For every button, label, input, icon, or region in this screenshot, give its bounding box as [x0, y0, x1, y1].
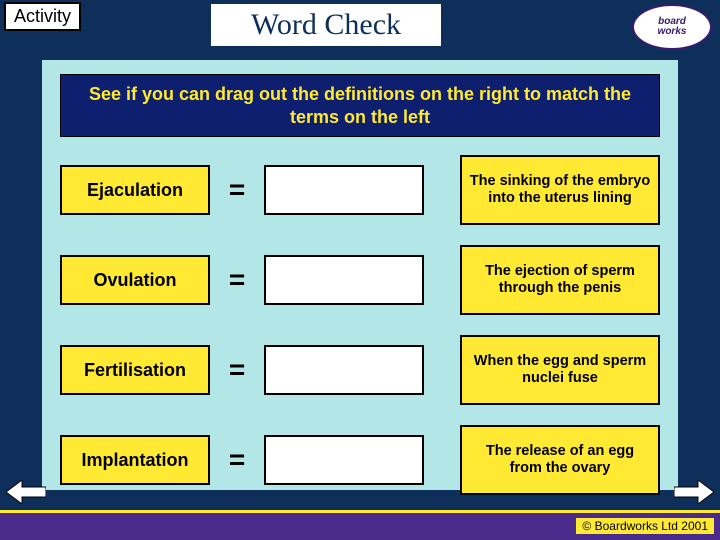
activity-panel: See if you can drag out the definitions …: [42, 60, 678, 490]
drop-zone[interactable]: [264, 255, 424, 305]
footer-bar: © Boardworks Ltd 2001: [0, 510, 720, 540]
prev-arrow-button[interactable]: [6, 480, 46, 504]
drop-zone[interactable]: [264, 435, 424, 485]
boardworks-logo: board works: [632, 4, 712, 50]
arrow-right-icon: [674, 480, 714, 504]
definition-card[interactable]: When the egg and sperm nuclei fuse: [460, 335, 660, 405]
logo-text-bottom: works: [658, 27, 687, 37]
header-bar: Activity Word Check board works: [0, 0, 720, 52]
equals-sign: =: [220, 354, 254, 386]
match-row: Fertilisation = When the egg and sperm n…: [60, 335, 660, 405]
next-arrow-button[interactable]: [674, 480, 714, 504]
match-row: Implantation = The release of an egg fro…: [60, 425, 660, 495]
drop-zone[interactable]: [264, 345, 424, 395]
definition-card[interactable]: The ejection of sperm through the penis: [460, 245, 660, 315]
copyright-text: © Boardworks Ltd 2001: [576, 518, 714, 534]
match-row: Ovulation = The ejection of sperm throug…: [60, 245, 660, 315]
page-title: Word Check: [211, 4, 441, 46]
definition-card[interactable]: The sinking of the embryo into the uteru…: [460, 155, 660, 225]
equals-sign: =: [220, 174, 254, 206]
arrow-left-icon: [6, 480, 46, 504]
activity-label: Activity: [4, 2, 81, 31]
term-card[interactable]: Fertilisation: [60, 345, 210, 395]
match-row: Ejaculation = The sinking of the embryo …: [60, 155, 660, 225]
instruction-text: See if you can drag out the definitions …: [60, 74, 660, 137]
term-card[interactable]: Implantation: [60, 435, 210, 485]
definition-card[interactable]: The release of an egg from the ovary: [460, 425, 660, 495]
equals-sign: =: [220, 264, 254, 296]
drop-zone[interactable]: [264, 165, 424, 215]
match-rows: Ejaculation = The sinking of the embryo …: [60, 155, 660, 495]
equals-sign: =: [220, 444, 254, 476]
term-card[interactable]: Ovulation: [60, 255, 210, 305]
term-card[interactable]: Ejaculation: [60, 165, 210, 215]
